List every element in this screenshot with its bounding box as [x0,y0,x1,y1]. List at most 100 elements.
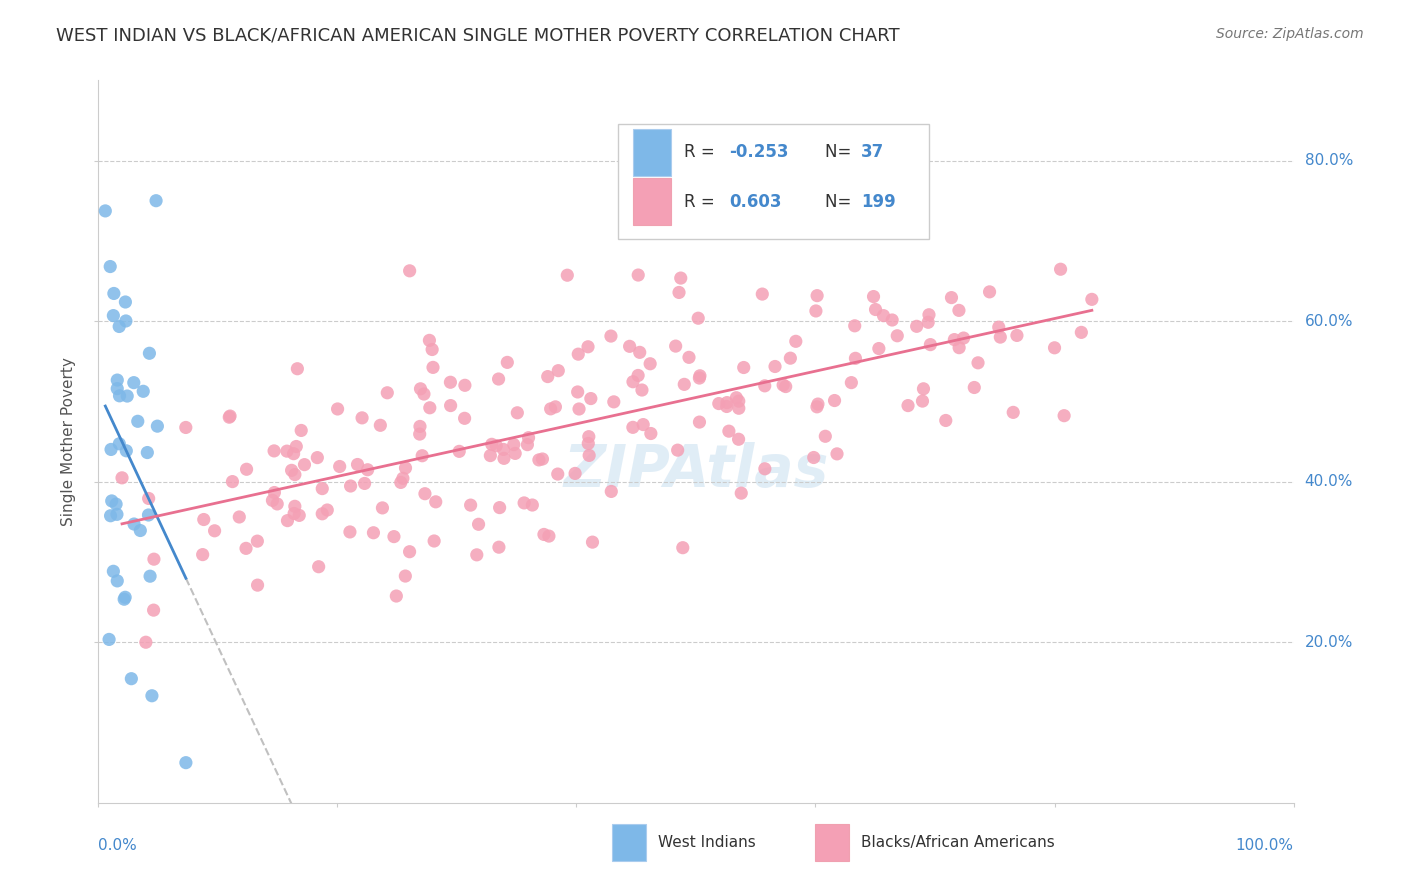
Point [492,442,515,457]
Text: 37: 37 [860,144,884,161]
Point [1049,262,1071,277]
Point [628,345,651,359]
Text: R =: R = [685,144,720,161]
Point [481,437,503,451]
Point [502,437,524,451]
Point [105,574,128,588]
Point [917,315,939,329]
Point [266,497,288,511]
Point [311,507,333,521]
Point [517,431,540,445]
Point [603,395,626,409]
Point [136,445,159,459]
Point [579,392,602,406]
Point [485,439,508,453]
Point [371,500,394,515]
Text: 100.0%: 100.0% [1236,838,1294,853]
Point [918,308,941,322]
Point [1053,409,1076,423]
Point [246,578,269,592]
Point [555,268,578,283]
Point [544,400,567,414]
Point [806,400,828,414]
Point [138,491,160,506]
Point [100,508,122,523]
Point [886,328,908,343]
Point [935,413,957,427]
Point [174,420,197,434]
Point [114,295,136,310]
Point [907,194,929,208]
Point [672,541,695,555]
Point [326,401,349,416]
Point [413,486,436,500]
Point [419,401,441,415]
Point [716,400,738,414]
Point [716,395,738,409]
Point [467,517,489,532]
Point [218,410,240,425]
Point [779,351,801,366]
Point [678,351,700,365]
Bar [633,178,671,226]
Point [460,498,482,512]
Point [841,376,863,390]
Point [100,494,122,508]
Point [727,394,749,409]
Point [963,380,986,394]
Point [567,347,589,361]
Point [506,406,529,420]
Point [948,341,970,355]
Point [141,689,163,703]
Point [503,446,526,460]
Point [488,500,510,515]
Point [814,429,837,443]
Point [492,451,515,466]
Point [138,346,160,360]
Bar [613,824,645,861]
Point [1081,293,1104,307]
Point [488,372,510,386]
Point [825,447,848,461]
Bar [815,824,849,861]
Point [425,495,447,509]
Point [283,447,305,461]
Text: 40.0%: 40.0% [1305,475,1353,489]
Point [979,285,1001,299]
Point [689,368,711,383]
Point [389,475,412,490]
Point [346,458,368,472]
Point [98,260,121,274]
Point [193,512,215,526]
Point [392,471,415,485]
Point [108,437,131,451]
Point [449,444,471,458]
Point [707,396,730,410]
Point [276,514,298,528]
Point [98,632,121,647]
Point [807,397,830,411]
Point [94,203,117,218]
Text: R =: R = [685,193,725,211]
Point [370,418,392,433]
Text: 20.0%: 20.0% [1305,635,1353,649]
Point [283,507,305,521]
Point [600,484,623,499]
Point [316,503,339,517]
Point [516,437,538,451]
Point [806,288,828,302]
Point [627,268,650,282]
Point [308,559,330,574]
Point [394,569,416,583]
Point [294,458,316,472]
Point [204,524,226,538]
Point [108,389,131,403]
Point [568,402,591,417]
Point [142,552,165,566]
Point [352,410,374,425]
Point [142,603,165,617]
Point [479,449,502,463]
Point [600,329,623,343]
Point [727,401,749,416]
Point [284,500,307,514]
